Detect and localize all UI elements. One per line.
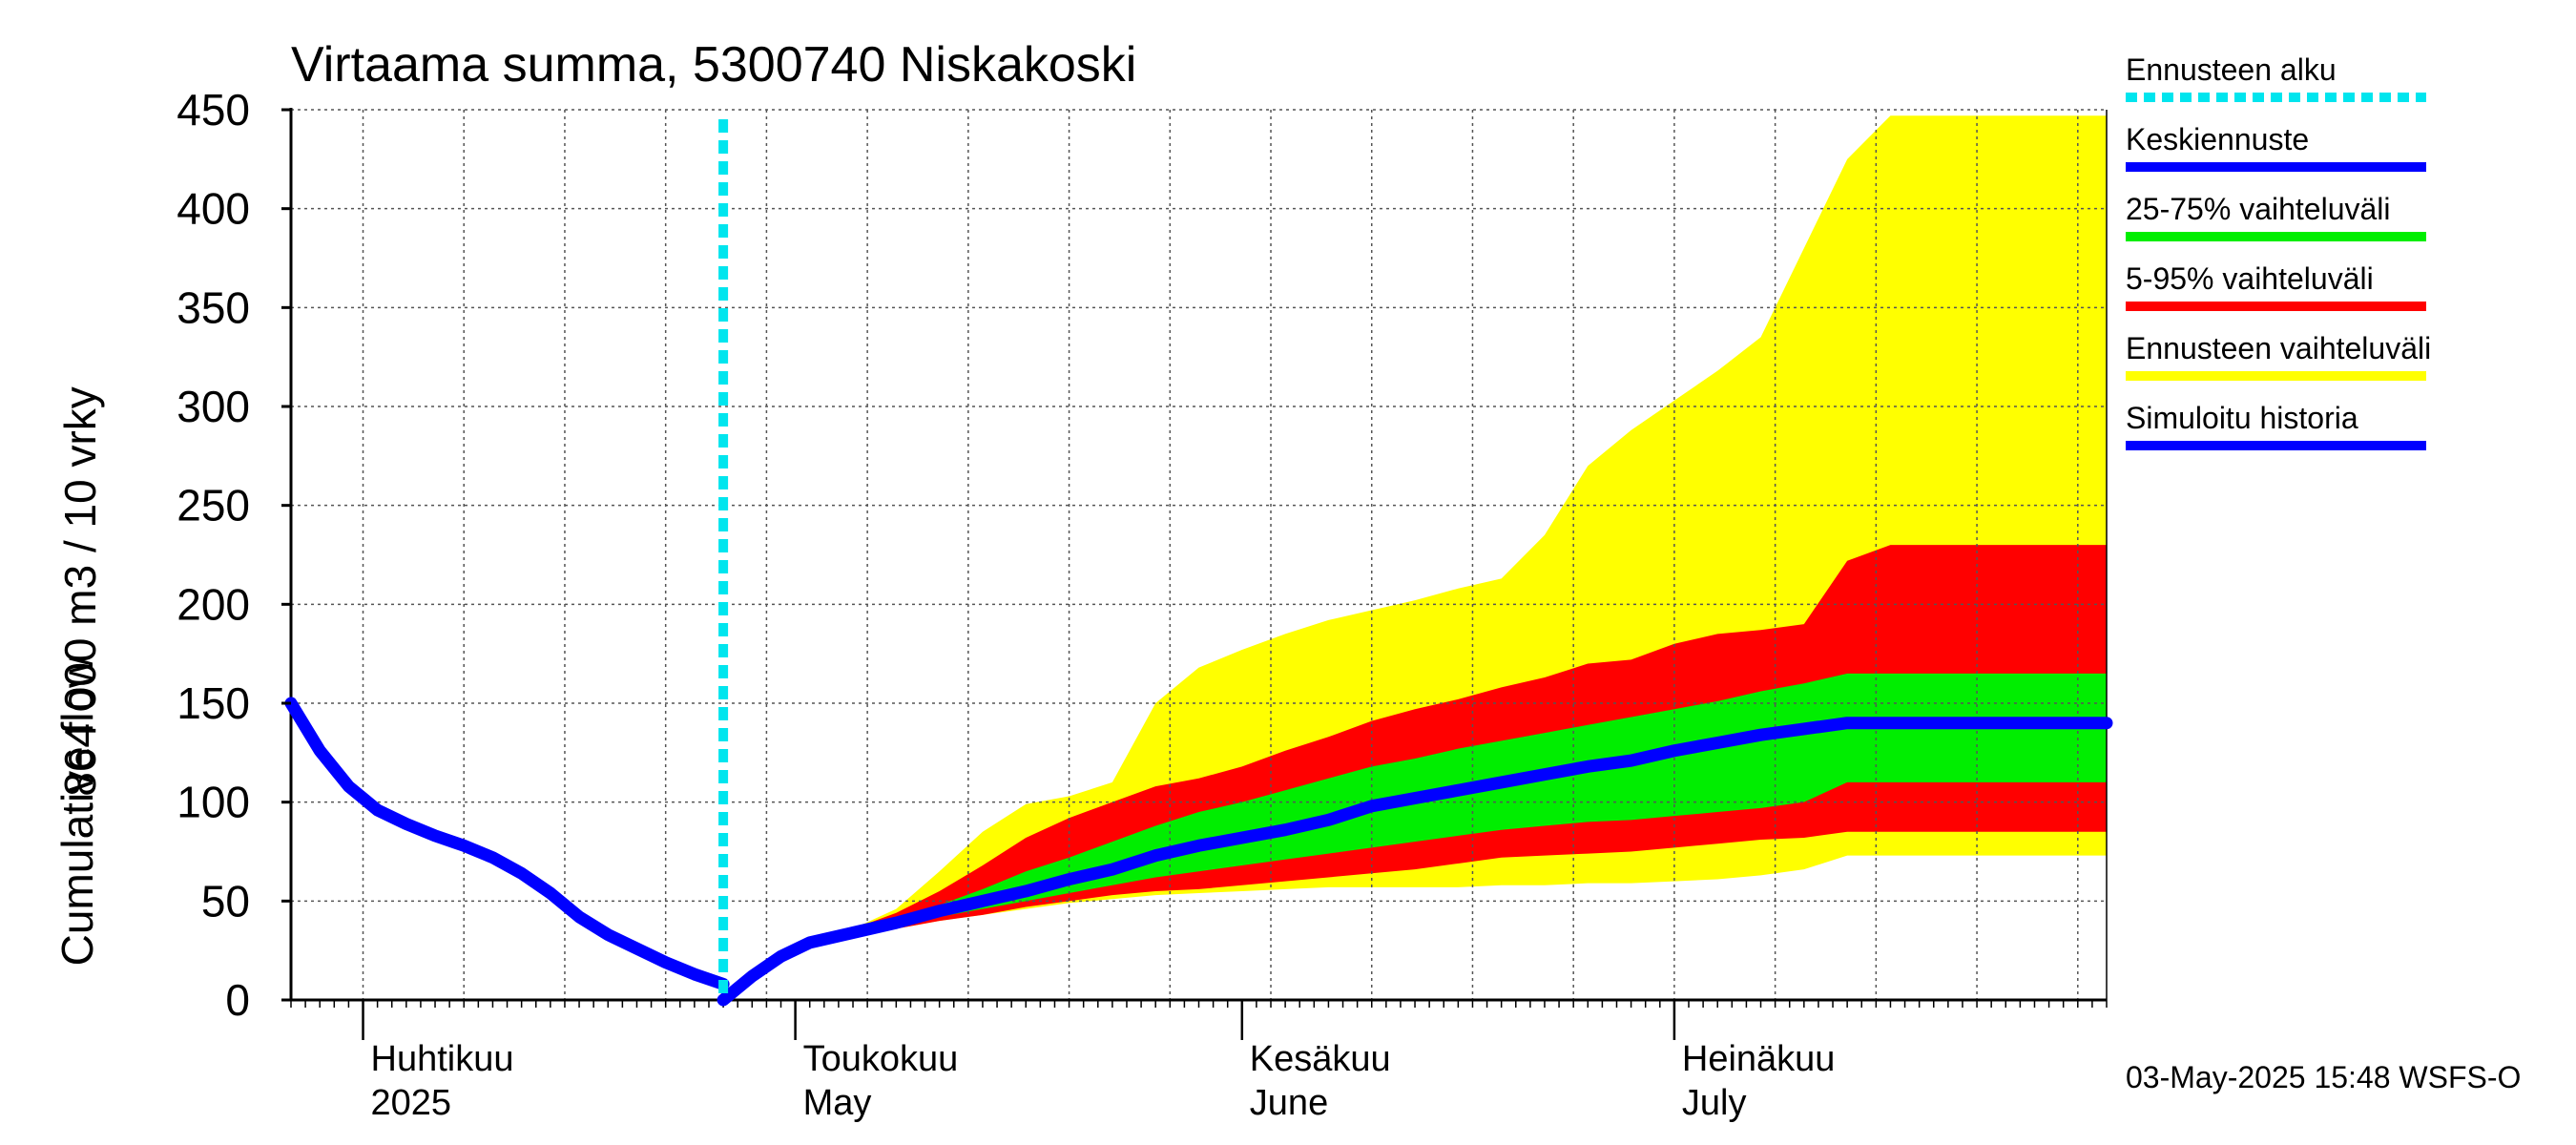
month-label-en: July (1682, 1083, 1747, 1123)
median-forecast-line (717, 717, 2113, 1007)
legend-label: Keskiennuste (2126, 122, 2309, 156)
simulated-history-line (284, 697, 730, 990)
month-label-en: June (1250, 1083, 1328, 1123)
month-label-en: May (803, 1083, 872, 1123)
y-tick-label: 50 (201, 876, 250, 926)
y-tick-label: 450 (177, 85, 250, 135)
y-axis-label-line2: Cumulative flow (52, 656, 102, 966)
legend-label: Ennusteen vaihteluväli (2126, 331, 2431, 365)
y-axis-label-line1: 864 000 m3 / 10 vrky (55, 386, 105, 797)
month-label-fi: Huhtikuu (371, 1039, 514, 1079)
timestamp-label: 03-May-2025 15:48 WSFS-O (2126, 1060, 2521, 1094)
y-tick-label: 150 (177, 678, 250, 728)
y-tick-label: 0 (225, 975, 250, 1025)
y-tick-label: 400 (177, 184, 250, 234)
y-tick-label: 100 (177, 778, 250, 827)
y-tick-label: 300 (177, 382, 250, 431)
month-label-fi: Heinäkuu (1682, 1039, 1836, 1079)
chart-title: Virtaama summa, 5300740 Niskakoski (291, 37, 1136, 93)
legend-label: Simuloitu historia (2126, 401, 2358, 435)
y-tick-label: 250 (177, 481, 250, 531)
legend-label: 5-95% vaihteluväli (2126, 261, 2374, 296)
band-25-75 (723, 673, 2107, 1000)
month-label-fi: Kesäkuu (1250, 1039, 1391, 1079)
legend-label: 25-75% vaihteluväli (2126, 192, 2391, 226)
month-label-en: 2025 (371, 1083, 452, 1123)
month-label-fi: Toukokuu (803, 1039, 959, 1079)
y-tick-label: 350 (177, 282, 250, 332)
y-axis-ticks: 0 50 100 150 200 250 300 350 400 450 (177, 85, 291, 1025)
legend: Ennusteen alku Keskiennuste 25-75% vaihtel… (2126, 52, 2431, 450)
y-tick-label: 200 (177, 579, 250, 629)
plot-area (284, 108, 2113, 1040)
legend-label: Ennusteen alku (2126, 52, 2337, 87)
